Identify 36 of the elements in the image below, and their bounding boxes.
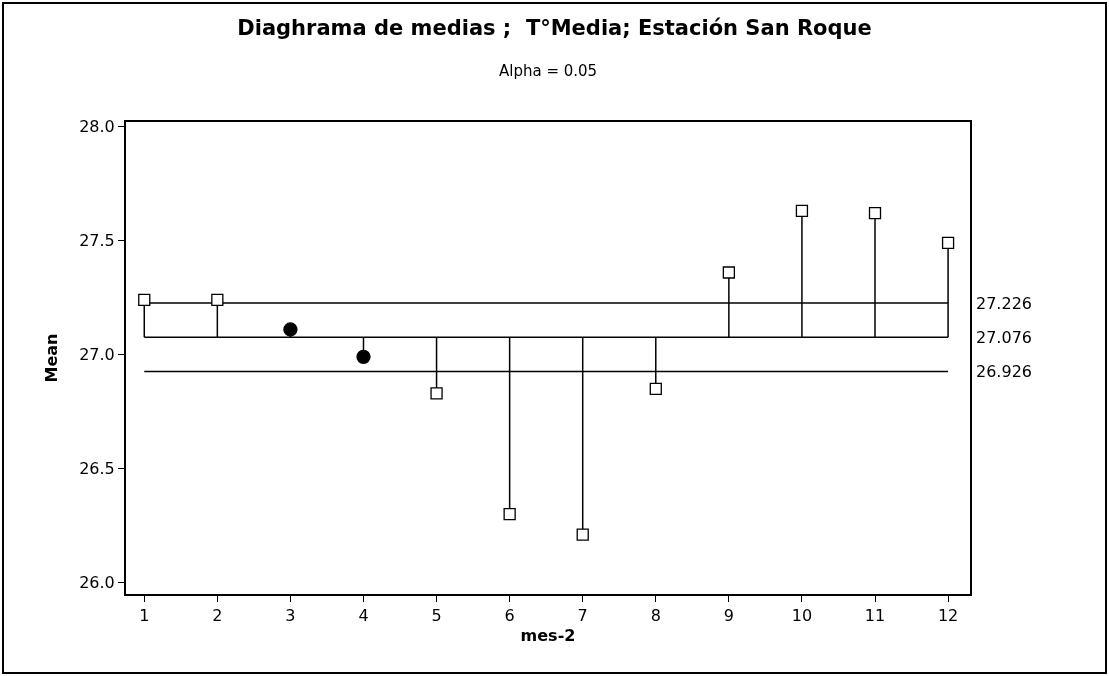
- x-tick-label: 4: [358, 606, 369, 626]
- point: [138, 293, 151, 307]
- y-tick-label: 27.5: [79, 231, 115, 251]
- x-tick-label: 12: [937, 606, 959, 626]
- x-tick-label: 9: [723, 606, 734, 626]
- chart-title: Diaghrama de medias ; T°Media; Estación San Roque: [237, 16, 872, 41]
- x-tick-label: 10: [791, 606, 813, 626]
- point: [795, 204, 809, 218]
- x-tick-label: 3: [285, 606, 296, 626]
- x-tick-label: 1: [139, 606, 150, 626]
- x-tick-label: 5: [431, 606, 442, 626]
- point: [503, 508, 516, 521]
- point: [430, 387, 443, 400]
- ref-line-label: 27.226: [976, 294, 1032, 313]
- x-tick-label: 6: [504, 606, 515, 626]
- x-axis-title: mes-2: [520, 626, 576, 646]
- chart-subtitle: Alpha = 0.05: [499, 62, 598, 80]
- y-tick-label: 26.0: [79, 573, 115, 593]
- x-tick-label: 2: [212, 606, 223, 626]
- x-tick-label: 8: [650, 606, 661, 626]
- point: [868, 207, 882, 220]
- y-tick-label: 26.5: [79, 459, 115, 479]
- ref-line-label: 26.926: [976, 362, 1032, 381]
- ref-line-label: 27.076: [976, 328, 1032, 347]
- x-tick-label: 7: [577, 606, 588, 626]
- x-tick-label: 11: [864, 606, 886, 626]
- point: [283, 322, 298, 337]
- point: [211, 293, 224, 307]
- y-tick-label: 28.0: [79, 117, 115, 137]
- y-tick-label: 27.0: [79, 345, 115, 365]
- point: [722, 266, 736, 279]
- point: [356, 349, 371, 364]
- point: [941, 236, 955, 249]
- point: [649, 382, 662, 395]
- y-axis-title: Mean: [41, 333, 61, 383]
- point: [576, 528, 589, 541]
